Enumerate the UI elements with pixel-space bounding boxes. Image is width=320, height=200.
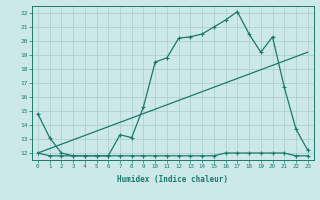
- X-axis label: Humidex (Indice chaleur): Humidex (Indice chaleur): [117, 175, 228, 184]
